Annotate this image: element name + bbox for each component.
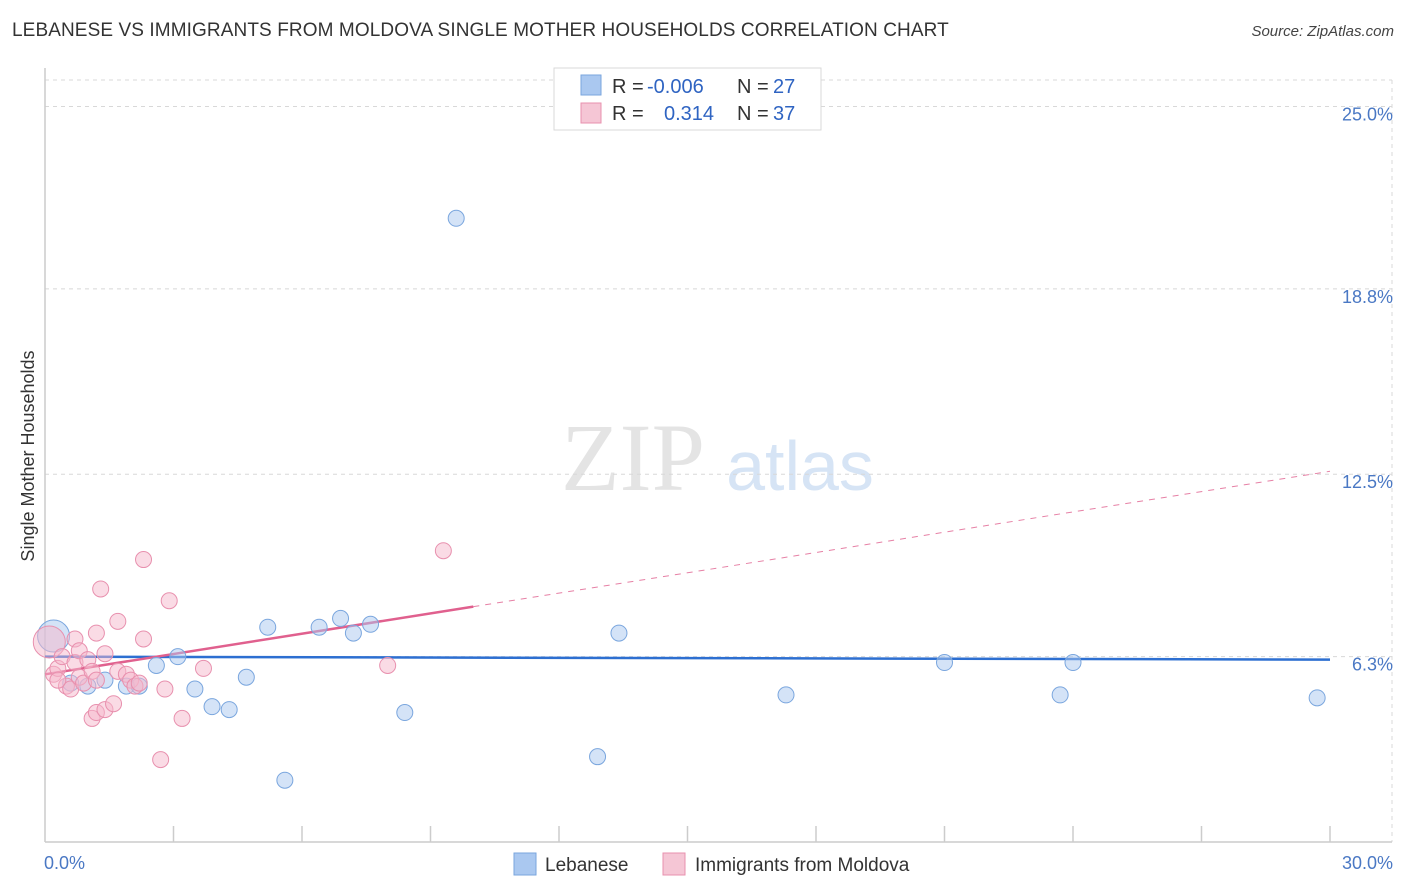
legend-r-value-blue: -0.006 bbox=[647, 76, 704, 98]
point-moldova bbox=[135, 630, 153, 648]
y-tick-label: 6.3% bbox=[1352, 655, 1393, 675]
point-lebanese bbox=[169, 648, 187, 666]
y-tick-label: 18.8% bbox=[1342, 287, 1393, 307]
y-axis-label: Single Mother Households bbox=[18, 350, 38, 561]
point-lebanese bbox=[589, 748, 607, 766]
bottom-legend-label-moldova: Immigrants from Moldova bbox=[695, 855, 910, 876]
point-lebanese bbox=[203, 698, 221, 716]
point-moldova bbox=[87, 671, 105, 689]
point-moldova bbox=[156, 680, 174, 698]
bottom-legend: Lebanese Immigrants from Moldova bbox=[513, 852, 910, 876]
point-lebanese bbox=[259, 618, 277, 636]
legend-r-label-pink: R = bbox=[612, 103, 644, 125]
point-moldova bbox=[96, 645, 114, 663]
point-lebanese bbox=[936, 654, 953, 672]
bottom-legend-swatch-lebanese bbox=[513, 852, 537, 876]
point-moldova bbox=[194, 659, 212, 677]
trendline-lebanese bbox=[44, 655, 1331, 661]
x-tick-labels: 0.0% 30.0% bbox=[44, 853, 1393, 873]
legend-n-value-blue: 27 bbox=[773, 76, 795, 98]
point-moldova bbox=[109, 612, 127, 630]
y-tick-label: 25.0% bbox=[1342, 104, 1393, 124]
point-moldova bbox=[152, 751, 170, 769]
point-moldova bbox=[130, 674, 148, 692]
top-legend: R = -0.006 N = 27 R = 0.314 N = 37 bbox=[553, 67, 822, 131]
point-lebanese bbox=[332, 609, 350, 627]
point-lebanese bbox=[1064, 654, 1082, 672]
point-lebanese bbox=[362, 615, 380, 633]
legend-n-value-pink: 37 bbox=[773, 103, 795, 125]
point-lebanese bbox=[147, 656, 165, 674]
point-lebanese bbox=[1308, 689, 1326, 707]
legend-swatch-pink bbox=[580, 102, 602, 124]
legend-r-value-pink: 0.314 bbox=[664, 103, 714, 125]
trendline-moldova-dashed bbox=[473, 470, 1331, 608]
bottom-legend-label-lebanese: Lebanese bbox=[545, 855, 628, 876]
y-tick-label: 12.5% bbox=[1342, 472, 1393, 492]
watermark: ZIP atlas bbox=[561, 404, 874, 511]
legend-r-label-blue: R = bbox=[612, 76, 644, 98]
chart-title: LEBANESE VS IMMIGRANTS FROM MOLDOVA SING… bbox=[12, 20, 949, 41]
point-lebanese bbox=[344, 624, 362, 642]
source-credit: Source: ZipAtlas.com bbox=[1251, 23, 1394, 40]
point-lebanese bbox=[310, 618, 328, 636]
point-lebanese bbox=[447, 209, 465, 227]
watermark-atlas: atlas bbox=[726, 427, 874, 505]
legend-n-label-pink: N = bbox=[737, 103, 769, 125]
legend-n-label-blue: N = bbox=[737, 76, 769, 98]
point-lebanese bbox=[220, 701, 238, 719]
point-moldova bbox=[173, 709, 191, 727]
point-lebanese bbox=[777, 686, 795, 704]
watermark-zip: ZIP bbox=[561, 404, 705, 511]
point-moldova bbox=[87, 624, 105, 642]
trendline-moldova-solid bbox=[44, 605, 474, 676]
point-moldova bbox=[49, 671, 67, 689]
point-lebanese bbox=[396, 704, 414, 722]
y-tick-labels: 25.0% 18.8% 12.5% 6.3% bbox=[1342, 104, 1393, 674]
point-lebanese bbox=[610, 624, 628, 642]
gridlines bbox=[45, 79, 1393, 842]
bottom-legend-swatch-moldova bbox=[662, 852, 686, 876]
point-moldova bbox=[92, 580, 110, 598]
point-lebanese bbox=[276, 771, 294, 789]
point-moldova bbox=[434, 542, 452, 560]
point-moldova bbox=[135, 551, 153, 569]
axes bbox=[44, 68, 1392, 843]
data-points bbox=[32, 209, 1326, 789]
point-moldova bbox=[160, 592, 178, 610]
legend-swatch-blue bbox=[580, 74, 602, 96]
x-tick-label: 0.0% bbox=[44, 853, 85, 873]
point-lebanese bbox=[1051, 686, 1069, 704]
point-moldova bbox=[105, 695, 123, 713]
point-moldova bbox=[379, 656, 397, 674]
point-lebanese bbox=[237, 668, 255, 686]
point-lebanese bbox=[186, 680, 204, 698]
x-tick-label: 30.0% bbox=[1342, 853, 1393, 873]
